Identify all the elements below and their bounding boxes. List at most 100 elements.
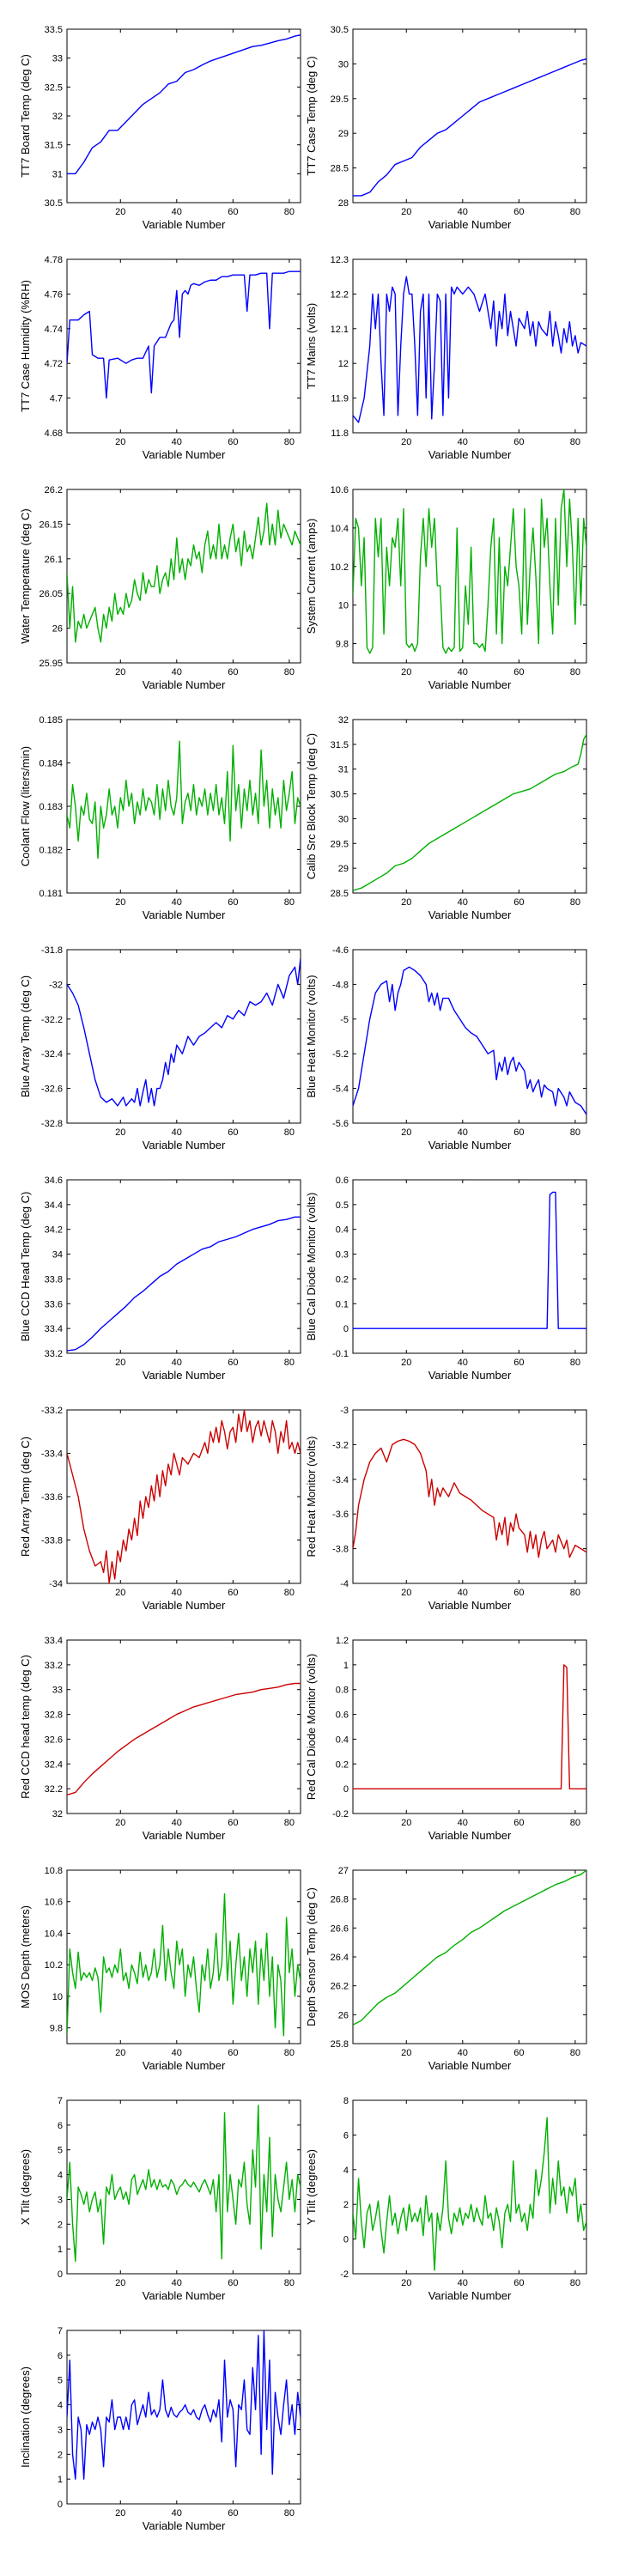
x-tick-label: 60 (513, 897, 524, 908)
x-axis-label: Variable Number (143, 1369, 226, 1382)
x-tick-label: 80 (284, 207, 295, 217)
y-tick-label: 31.5 (331, 740, 349, 750)
y-tick-label: 6 (58, 2351, 63, 2361)
x-tick-label: 60 (228, 1127, 238, 1138)
x-tick-label: 40 (172, 897, 182, 908)
chart-panel-5: 20 40 60 80 25.95 26 26.05 26.1 26.15 26.2 Variabl… (19, 485, 301, 691)
y-tick-label: 5 (58, 2376, 63, 2386)
plot-frame (66, 719, 301, 894)
y-tick-label: -3.2 (332, 1440, 349, 1450)
x-tick-label: 20 (401, 2278, 411, 2288)
y-tick-label: 26.15 (39, 519, 63, 530)
y-tick-label: 12 (338, 359, 349, 369)
y-tick-label: 33.2 (45, 1661, 63, 1671)
plot-frame (352, 719, 587, 894)
plot-frame (66, 28, 301, 204)
series-line (353, 1870, 586, 2026)
y-tick-label: -4.6 (332, 945, 349, 956)
y-tick-label: 0.4 (336, 1735, 349, 1745)
y-tick-label: -32.4 (41, 1049, 63, 1060)
y-tick-label: 7 (58, 2326, 63, 2336)
y-tick-label: -3.6 (332, 1510, 349, 1520)
y-tick-label: 0.4 (336, 1225, 349, 1236)
x-tick-label: 20 (401, 2048, 411, 2058)
chart-panel-4: 20 40 60 80 11.8 11.9 12 12.1 12.2 12.3 Variable N… (305, 255, 587, 461)
y-tick-label: 0.183 (39, 802, 63, 812)
chart-panel-21: 20 40 60 80 0 1 2 3 4 5 6 7 Variable Number Inclinati… (19, 2326, 301, 2532)
x-tick-label: 60 (228, 1588, 238, 1598)
x-tick-label: 60 (513, 1818, 524, 1828)
x-axis-label: Variable Number (143, 448, 226, 461)
plot-frame (352, 489, 587, 664)
y-tick-label: 10 (338, 601, 349, 611)
x-tick-label: 60 (513, 1358, 524, 1368)
y-tick-label: 26 (338, 2010, 349, 2020)
x-tick-label: 20 (401, 1127, 411, 1138)
y-axis-label: Blue CCD Head Temp (deg C) (19, 1192, 32, 1342)
x-tick-label: 40 (172, 2278, 182, 2288)
x-tick-label: 60 (228, 667, 238, 677)
x-tick-label: 80 (284, 667, 295, 677)
plot-frame (66, 2099, 301, 2275)
x-tick-label: 60 (513, 207, 524, 217)
x-tick-label: 20 (115, 207, 125, 217)
y-tick-label: 9.8 (50, 2024, 63, 2034)
x-axis-label: Variable Number (143, 678, 226, 691)
x-tick-label: 20 (115, 437, 125, 447)
y-tick-label: 26.6 (331, 1923, 349, 1934)
y-tick-label: -3 (340, 1406, 349, 1416)
y-tick-label: 26 (52, 624, 63, 635)
plot-frame (352, 1179, 587, 1354)
y-tick-label: 33.4 (45, 1324, 63, 1334)
y-tick-label: 6 (58, 2121, 63, 2131)
y-tick-label: 34 (52, 1250, 63, 1261)
chart-panel-11: 20 40 60 80 33.2 33.4 33.6 33.8 34 34.2 34.4 34.6 Va… (19, 1176, 301, 1382)
x-axis-label: Variable Number (143, 908, 226, 921)
x-tick-label: 40 (172, 1818, 182, 1828)
y-axis-label: TT7 Mains (volts) (305, 303, 318, 389)
chart-panel-10: 20 40 60 80 -5.6 -5.4 -5.2 -5 -4.8 -4.6 Variable N… (305, 945, 587, 1151)
plot-frame (352, 949, 587, 1124)
y-tick-label: -0.2 (332, 1809, 349, 1820)
x-tick-label: 60 (513, 1588, 524, 1598)
x-tick-label: 20 (401, 897, 411, 908)
plot-frame (352, 1869, 587, 2044)
x-tick-label: 20 (115, 1818, 125, 1828)
y-tick-label: 0.1 (336, 1299, 349, 1309)
plot-frame (66, 1869, 301, 2044)
chart-panel-1: 20 40 60 80 30.5 31 31.5 32 32.5 33 33.5 Variable N… (19, 25, 301, 231)
x-tick-label: 60 (513, 1127, 524, 1138)
series-line (353, 2117, 586, 2271)
x-tick-label: 80 (284, 1818, 295, 1828)
x-tick-label: 40 (458, 1588, 468, 1598)
y-tick-label: 10 (52, 1992, 63, 2002)
series-line (353, 276, 586, 423)
y-axis-label: Inclination (degrees) (19, 2366, 32, 2468)
y-tick-label: -3.8 (332, 1545, 349, 1555)
plot-frame (352, 1409, 587, 1584)
x-axis-label: Variable Number (143, 1599, 226, 1612)
y-tick-label: 4.74 (45, 325, 63, 335)
x-axis-label: Variable Number (428, 1369, 512, 1382)
x-tick-label: 80 (570, 1127, 580, 1138)
y-tick-label: 31 (52, 169, 63, 179)
y-tick-label: -2 (340, 2269, 349, 2280)
y-tick-label: 34.6 (45, 1176, 63, 1186)
y-tick-label: 10.4 (331, 524, 349, 534)
y-tick-label: -33.2 (41, 1406, 63, 1416)
x-tick-label: 40 (458, 667, 468, 677)
y-tick-label: 33.5 (45, 25, 63, 35)
x-tick-label: 20 (401, 1588, 411, 1598)
y-tick-label: 4 (58, 2401, 63, 2411)
y-tick-label: 28 (338, 198, 349, 209)
chart-panel-13: 20 40 60 80 -34 -33.8 -33.6 -33.4 -33.2 Variable … (19, 1406, 301, 1612)
x-tick-label: 60 (228, 437, 238, 447)
x-axis-label: Variable Number (428, 448, 512, 461)
y-tick-label: 30.5 (331, 790, 349, 800)
x-tick-label: 20 (115, 667, 125, 677)
y-tick-label: 4.78 (45, 255, 63, 265)
x-tick-label: 40 (458, 2278, 468, 2288)
y-tick-label: 10.6 (45, 1898, 63, 1908)
series-line (353, 58, 586, 197)
x-axis-label: Variable Number (428, 908, 512, 921)
